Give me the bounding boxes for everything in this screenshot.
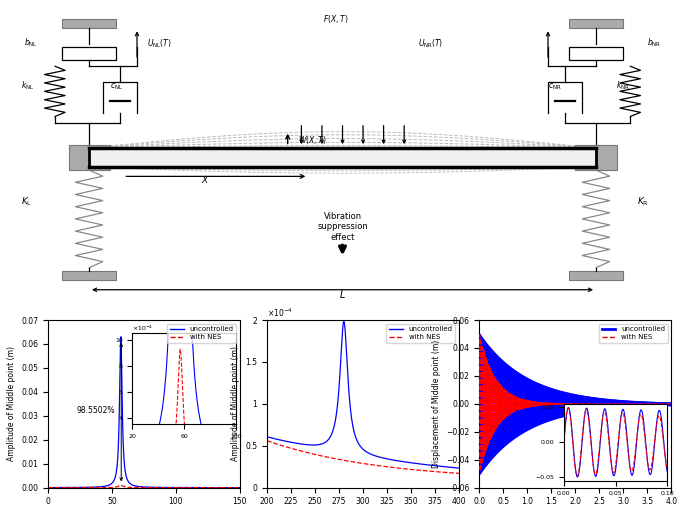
Legend: uncontrolled, with NES: uncontrolled, with NES <box>167 324 236 343</box>
Bar <box>62 271 116 280</box>
Bar <box>62 19 116 28</box>
Legend: uncontrolled, with NES: uncontrolled, with NES <box>599 324 668 343</box>
Text: $k_{\rm NL}$: $k_{\rm NL}$ <box>21 79 34 91</box>
Text: $b_{\rm NR}$: $b_{\rm NR}$ <box>647 36 662 49</box>
Text: $\times10^{-4}$: $\times10^{-4}$ <box>267 307 293 319</box>
Text: $X$: $X$ <box>201 174 210 185</box>
Y-axis label: Displacement of Middle point (m): Displacement of Middle point (m) <box>432 340 441 468</box>
Text: $c_{\rm NR}$: $c_{\rm NR}$ <box>548 81 562 91</box>
Legend: uncontrolled, with NES: uncontrolled, with NES <box>386 324 456 343</box>
Text: $L$: $L$ <box>339 288 346 300</box>
Text: $U_{\rm NL}(T)$: $U_{\rm NL}(T)$ <box>147 38 172 50</box>
Text: 98.5502%: 98.5502% <box>76 406 114 416</box>
Bar <box>575 145 616 170</box>
Bar <box>62 47 116 60</box>
Text: Vibration
suppression
effect: Vibration suppression effect <box>317 212 368 242</box>
Text: $b_{\rm NL}$: $b_{\rm NL}$ <box>24 36 38 49</box>
Bar <box>569 47 623 60</box>
Text: $W(X,T)$: $W(X,T)$ <box>298 134 327 146</box>
Y-axis label: Amplitude of Middle point (m): Amplitude of Middle point (m) <box>231 346 240 461</box>
Bar <box>569 271 623 280</box>
Bar <box>569 19 623 28</box>
Text: $K_{\rm L}$: $K_{\rm L}$ <box>21 196 32 208</box>
Text: $c_{\rm NL}$: $c_{\rm NL}$ <box>110 81 123 91</box>
Y-axis label: Amplitude of Middle point (m): Amplitude of Middle point (m) <box>7 346 16 461</box>
Text: $U_{\rm NR}(T)$: $U_{\rm NR}(T)$ <box>418 38 443 50</box>
Bar <box>89 148 596 167</box>
Bar <box>68 145 110 170</box>
Text: $k_{\rm NR}$: $k_{\rm NR}$ <box>616 79 630 91</box>
Text: $F(X,T)$: $F(X,T)$ <box>323 13 349 25</box>
Text: $K_{\rm R}$: $K_{\rm R}$ <box>637 196 649 208</box>
